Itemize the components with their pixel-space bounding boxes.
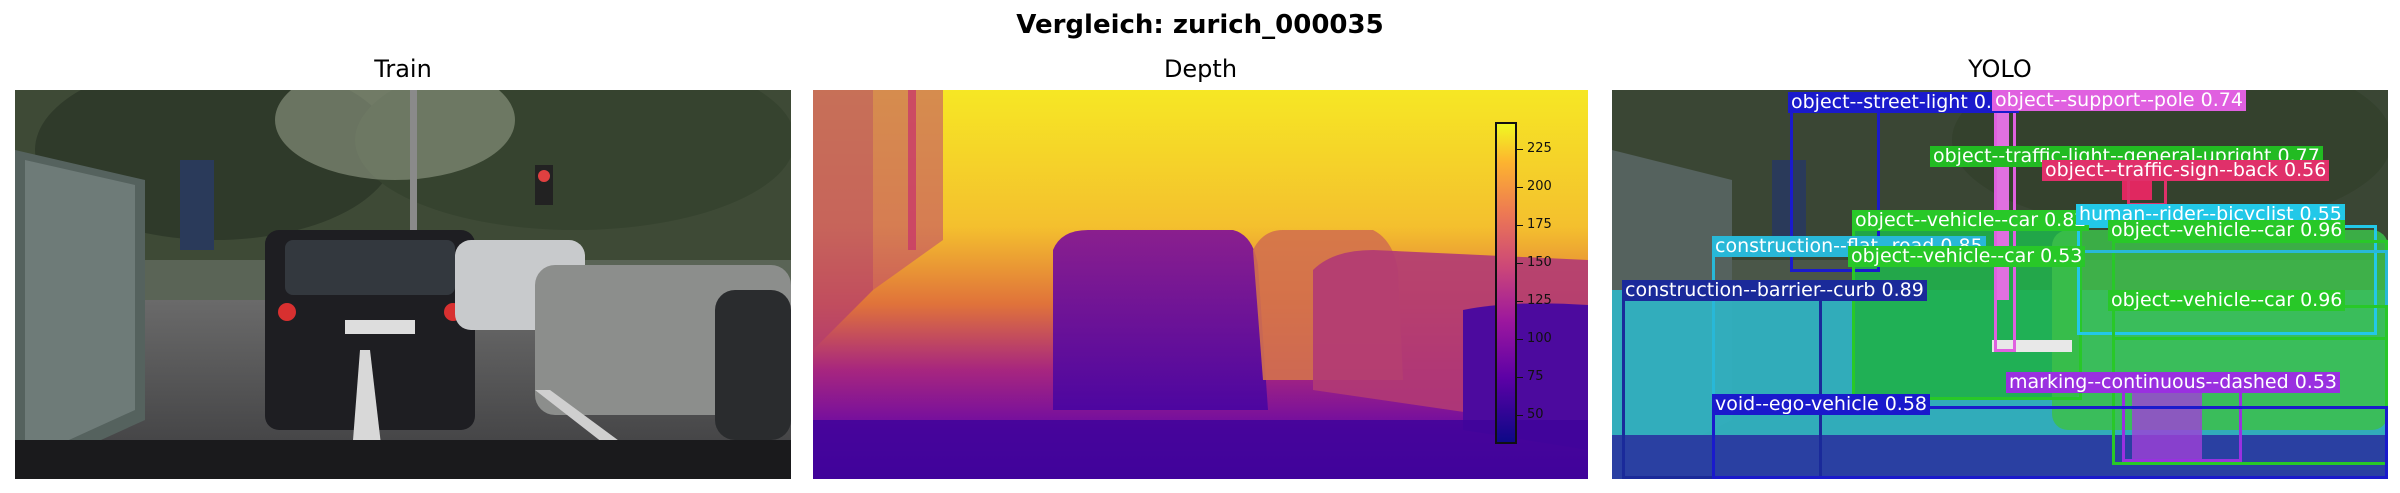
detection-label: construction--barrier--curb 0.89 — [1622, 280, 1927, 301]
detection-label: human--rider--bicyclist 0.55 — [2076, 204, 2345, 225]
detection-label: object--traffic-sign--back 0.56 — [2042, 160, 2330, 181]
colorbar-tick — [1517, 377, 1523, 378]
detection-label: void--ego-vehicle 0.58 — [1712, 394, 1931, 415]
panel-title-train: Train — [374, 55, 432, 83]
colorbar-tick-label: 150 — [1527, 255, 1552, 270]
yolo-image: object--street-light 0.71 object--suppor… — [1612, 90, 2388, 479]
detection-label: object--support--pole 0.74 — [1992, 90, 2246, 111]
colorbar-tick-label: 225 — [1527, 141, 1552, 156]
colorbar-tick-label: 100 — [1527, 331, 1552, 346]
colorbar-tick — [1517, 263, 1523, 264]
colorbar-tick-label: 75 — [1527, 369, 1544, 384]
figure-title: Vergleich: zurich_000035 — [1016, 10, 1384, 40]
colorbar-tick — [1517, 415, 1523, 416]
colorbar-tick — [1517, 225, 1523, 226]
colorbar-tick-label: 175 — [1527, 217, 1552, 232]
colorbar-tick — [1517, 301, 1523, 302]
colorbar-tick — [1517, 187, 1523, 188]
detection-label: object--vehicle--car 0.96 — [2108, 220, 2346, 241]
panel-title-depth: Depth — [1163, 55, 1238, 83]
detection-label: object--vehicle--car 0.96 — [2108, 290, 2346, 311]
detection-label: object--street-light 0.71 — [1788, 92, 2020, 113]
colorbar-tick-label: 200 — [1527, 179, 1552, 194]
detection-label: object--vehicle--car 0.53 — [1848, 246, 2086, 267]
colorbar-tick-label: 50 — [1527, 407, 1544, 422]
colorbar-tick — [1517, 339, 1523, 340]
train-image — [15, 90, 791, 479]
street-scene-photo — [15, 90, 791, 479]
detection-label: object--vehicle--car 0.82 — [1852, 210, 2090, 231]
depth-heatmap — [813, 90, 1588, 479]
detection-box — [1712, 406, 2388, 479]
depth-map: 225 200 175 150 125 100 75 50 — [813, 90, 1588, 479]
colorbar-tick-label: 125 — [1527, 293, 1552, 308]
depth-colorbar — [1495, 122, 1517, 444]
colorbar-tick — [1517, 149, 1523, 150]
detection-label: marking--continuous--dashed 0.53 — [2006, 372, 2341, 393]
panel-title-yolo: YOLO — [1968, 55, 2032, 83]
